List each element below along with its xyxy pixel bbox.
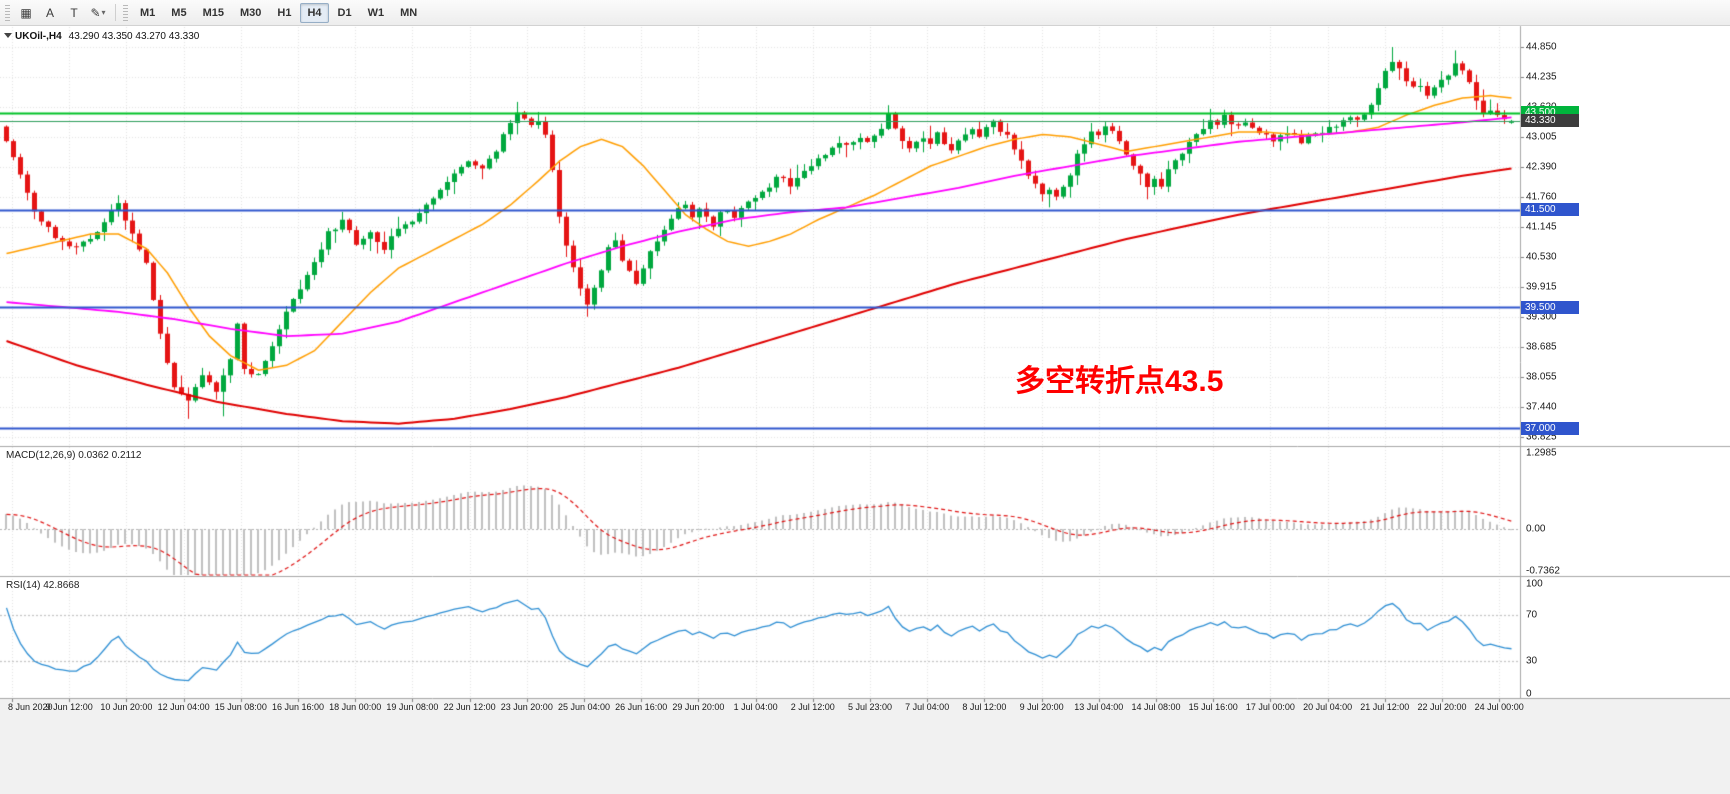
symbol-period-label: UKOil-,H4 xyxy=(15,31,62,42)
chart-title: UKOil-,H4 43.290 43.350 43.270 43.330 xyxy=(15,31,199,42)
annotation-a-icon[interactable]: A xyxy=(39,3,61,23)
timeframe-w1-button[interactable]: W1 xyxy=(361,3,392,23)
one-click-trading-icon[interactable] xyxy=(4,33,12,38)
timeframe-mn-button[interactable]: MN xyxy=(393,3,424,23)
chart-window-glyph: ▦ xyxy=(20,5,32,20)
macd-label: MACD(12,26,9) 0.0362 0.2112 xyxy=(6,450,142,461)
toolbar-grip[interactable] xyxy=(5,4,10,21)
chart-annotation-text: 多空转折点43.5 xyxy=(1015,365,1224,398)
timeframe-m5-button[interactable]: M5 xyxy=(164,3,193,23)
toolbar-separator xyxy=(115,4,116,21)
rsi-label: RSI(14) 42.8668 xyxy=(6,580,80,591)
timeframe-m15-button[interactable]: M15 xyxy=(196,3,231,23)
timeframe-m30-button[interactable]: M30 xyxy=(233,3,268,23)
timeframe-h1-button[interactable]: H1 xyxy=(270,3,298,23)
draw-tools-glyph: ✎ xyxy=(90,5,101,20)
timeframe-h4-button[interactable]: H4 xyxy=(300,2,329,23)
timeframe-m1-button[interactable]: M1 xyxy=(133,3,162,23)
annotation-a-glyph: A xyxy=(45,5,54,20)
draw-tools-icon[interactable]: ✎ ▾ xyxy=(87,3,109,23)
chart-window-icon[interactable]: ▦ xyxy=(15,3,37,23)
ohlc-values: 43.290 43.350 43.270 43.330 xyxy=(68,31,200,42)
toolbar-grip-2[interactable] xyxy=(123,4,128,21)
timeframe-d1-button[interactable]: D1 xyxy=(331,3,359,23)
chevron-down-icon: ▾ xyxy=(101,8,106,17)
text-tool-icon[interactable]: T xyxy=(63,3,85,23)
text-tool-glyph: T xyxy=(70,5,78,20)
toolbar: ▦ A T ✎ ▾ M1 M5 M15 M30 H1 H4 D1 W1 MN xyxy=(0,0,1730,26)
